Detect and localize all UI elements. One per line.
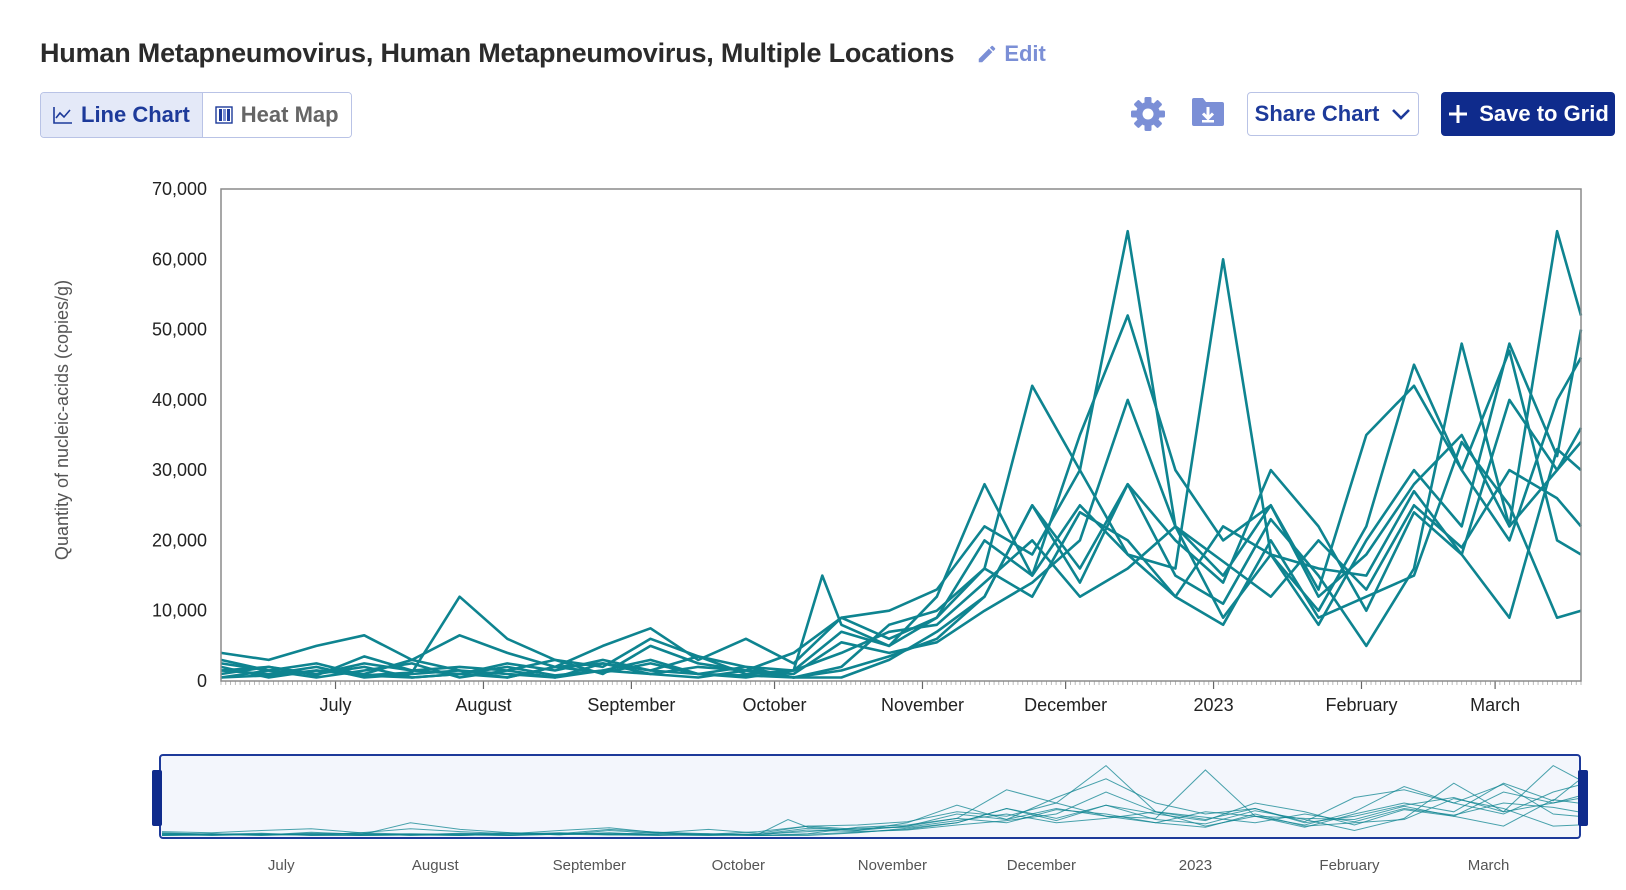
download-button[interactable]	[1190, 96, 1226, 133]
navigator-tick-label: March	[1468, 857, 1510, 874]
folder-download-icon	[1192, 98, 1224, 126]
x-tick-label: February	[1325, 695, 1397, 715]
chevron-down-icon	[1392, 109, 1411, 120]
series-line	[220, 229, 1583, 679]
x-tick-label: December	[1024, 695, 1107, 715]
edit-label: Edit	[1004, 40, 1046, 66]
pencil-icon	[979, 45, 996, 62]
save-to-grid-button[interactable]: Save to Grid	[1441, 92, 1615, 136]
gear-icon	[1131, 97, 1165, 131]
y-tick-label: 20,000	[152, 530, 207, 550]
y-tick-label: 40,000	[152, 390, 207, 410]
x-tick-label: 2023	[1194, 695, 1234, 715]
navigator-tick-label: July	[268, 857, 295, 874]
x-tick-label: November	[881, 695, 964, 715]
line-chart-label: Line Chart	[81, 102, 190, 127]
y-tick-label: 0	[197, 671, 207, 691]
navigator-x-axis: July August September October November Decemb…	[268, 857, 1510, 874]
x-axis: July August September October November Decemb…	[220, 681, 1582, 715]
plus-icon	[1449, 105, 1468, 123]
navigator-series-group	[161, 764, 1579, 837]
navigator-tick-label: August	[412, 857, 460, 874]
x-tick-label: March	[1470, 695, 1520, 715]
share-chart-button[interactable]: Share Chart	[1247, 92, 1419, 136]
x-tick-label: September	[587, 695, 675, 715]
series-line	[220, 329, 1583, 679]
series-line	[220, 468, 1582, 679]
x-tick-label: August	[455, 695, 511, 715]
series-line	[220, 258, 1583, 677]
line-chart-icon	[53, 107, 72, 124]
navigator-handle-left[interactable]	[152, 770, 162, 826]
line-chart: Quantity of nucleic-acids (copies/g) 0 10…	[52, 179, 1583, 715]
navigator-tick-label: February	[1319, 857, 1380, 874]
y-tick-label: 60,000	[152, 249, 207, 269]
navigator-series-line	[161, 764, 1579, 835]
navigator-tick-label: November	[858, 857, 927, 874]
heat-map-tab[interactable]: Heat Map	[202, 93, 351, 137]
navigator-tick-label: September	[553, 857, 626, 874]
navigator-tick-label: October	[712, 857, 765, 874]
line-chart-tab[interactable]: Line Chart	[41, 93, 203, 137]
save-to-grid-label: Save to Grid	[1479, 101, 1609, 126]
chart-type-toggle: Line Chart Heat Map	[40, 92, 352, 138]
series-line	[220, 440, 1582, 679]
y-axis-label: Quantity of nucleic-acids (copies/g)	[52, 280, 72, 560]
heat-map-icon	[215, 106, 233, 124]
navigator-series-line	[161, 798, 1579, 837]
title-row: Human Metapneumovirus, Human Metapneumov…	[40, 38, 1046, 69]
heat-map-label: Heat Map	[240, 102, 339, 127]
navigator-window[interactable]	[159, 754, 1581, 839]
navigator-handle-right[interactable]	[1578, 770, 1588, 826]
page-title: Human Metapneumovirus, Human Metapneumov…	[40, 38, 955, 68]
navigator-series-line	[161, 802, 1579, 837]
y-tick-label: 50,000	[152, 320, 207, 340]
x-tick-label: October	[743, 695, 807, 715]
plot-frame	[220, 188, 1582, 682]
series-group	[220, 229, 1583, 679]
settings-button[interactable]	[1130, 96, 1166, 137]
navigator-tick-label: December	[1007, 857, 1076, 874]
y-tick-label: 70,000	[152, 179, 207, 199]
navigator-tick-label: 2023	[1179, 857, 1212, 874]
edit-link[interactable]: Edit	[976, 41, 1046, 67]
y-tick-label: 30,000	[152, 460, 207, 480]
series-line	[220, 229, 1582, 669]
share-chart-label: Share Chart	[1254, 101, 1380, 126]
navigator[interactable]: July August September October November Decemb…	[0, 745, 1626, 890]
y-axis: 0 10,000 20,000 30,000 40,000 50,000 60,000 70,…	[152, 179, 207, 691]
y-tick-label: 10,000	[152, 601, 207, 621]
x-tick-label: July	[320, 695, 352, 715]
